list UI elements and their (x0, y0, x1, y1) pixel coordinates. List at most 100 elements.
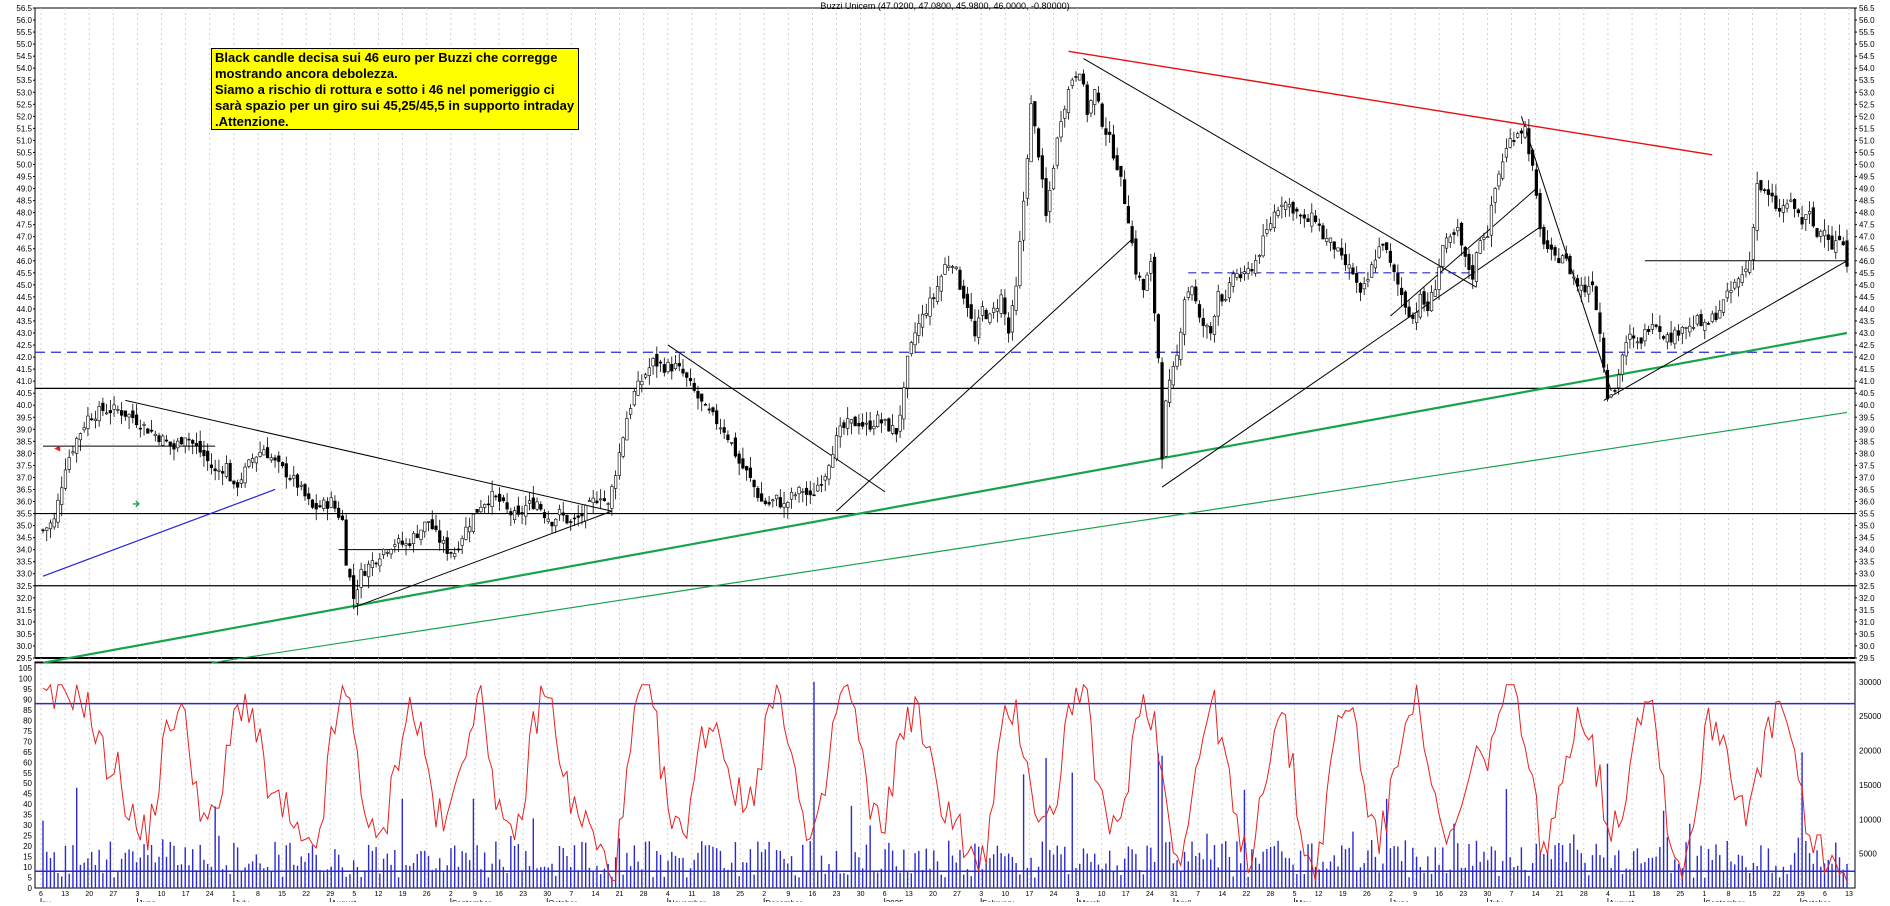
candle-body (1751, 227, 1756, 260)
candle-body (789, 491, 794, 500)
x-day-label: 18 (712, 891, 720, 898)
price-tick-right: 39.5 (1859, 413, 1875, 422)
candle-body (853, 416, 857, 427)
price-tick-left: 43.5 (16, 317, 32, 326)
osc-tick-left: 45 (23, 790, 32, 799)
candle-body (1628, 333, 1632, 340)
osc-tick-left: 85 (23, 706, 32, 715)
trendline (42, 331, 1848, 664)
candle-body (1194, 286, 1198, 302)
candle-body (1493, 188, 1497, 203)
candle-body (168, 441, 172, 447)
x-day-label: 28 (1580, 891, 1588, 898)
candle-body (1291, 201, 1295, 214)
x-day-label: 3 (979, 891, 983, 898)
x-day-label: 23 (1459, 891, 1467, 898)
candle-body (490, 490, 494, 507)
osc-tick-left: 5 (28, 874, 33, 883)
candle-body (842, 422, 846, 428)
candle-body (52, 518, 56, 528)
x-day-label: 19 (1339, 891, 1347, 898)
candle-body (539, 503, 543, 510)
candle-body (1392, 264, 1396, 273)
candle-body (1014, 285, 1018, 311)
candle-body (318, 505, 322, 508)
candle-body (1418, 293, 1422, 318)
candle-body (359, 569, 363, 588)
candle-body (696, 391, 700, 399)
price-tick-left: 31.0 (16, 618, 32, 627)
candle-body (1156, 314, 1160, 359)
price-tick-left: 54.0 (16, 64, 32, 73)
candle-body (1620, 354, 1625, 375)
candle-body (1482, 237, 1486, 240)
candle-body (535, 501, 539, 510)
candle-body (1321, 225, 1325, 240)
x-day-label: 2 (449, 891, 453, 898)
osc-tick-left: 65 (23, 748, 32, 757)
candle-body (846, 418, 850, 429)
candle-body (1152, 256, 1157, 314)
candle-body (808, 490, 812, 496)
candle-body (1186, 291, 1190, 298)
candle-body (629, 408, 633, 415)
candle-body (269, 457, 273, 461)
candle-body (831, 454, 835, 468)
candle-body (1635, 341, 1640, 344)
candle-body (819, 484, 824, 486)
price-tick-right: 36.5 (1859, 485, 1875, 494)
price-tick-right: 44.0 (1859, 305, 1875, 314)
candle-body (1497, 173, 1501, 187)
candle-body (1463, 246, 1467, 257)
candle-body (468, 526, 472, 533)
price-tick-left: 29.5 (16, 654, 32, 663)
price-tick-right: 38.0 (1859, 449, 1875, 458)
candle-body (1456, 227, 1460, 232)
x-day-label: 27 (109, 891, 117, 898)
x-day-label: 15 (1749, 891, 1757, 898)
candle-body (711, 407, 715, 413)
candle-body (1366, 279, 1370, 282)
price-tick-right: 47.5 (1859, 221, 1875, 230)
candle-body (891, 425, 895, 434)
candle-body (816, 484, 820, 492)
price-tick-left: 43.0 (16, 329, 32, 338)
candle-body (348, 568, 352, 578)
price-tick-left: 30.0 (16, 642, 32, 651)
x-day-label: 30 (543, 891, 551, 898)
candle-body (786, 502, 790, 508)
candle-body (1265, 229, 1269, 234)
candle-body (183, 437, 187, 447)
x-day-label: 24 (206, 891, 214, 898)
candle-body (977, 317, 981, 338)
candle-body (292, 475, 296, 479)
x-day-label: 24 (1146, 891, 1154, 898)
candle-body (63, 469, 68, 489)
x-day-label: 8 (256, 891, 260, 898)
candle-body (105, 412, 109, 415)
x-day-label: 23 (519, 891, 527, 898)
candle-body (1721, 299, 1726, 313)
candle-body (1527, 128, 1531, 155)
price-tick-right: 49.5 (1859, 173, 1875, 182)
x-day-label: 9 (1413, 891, 1417, 898)
candle-body (1385, 242, 1389, 250)
x-day-label: 7 (1510, 891, 1514, 898)
x-day-label: 22 (1242, 891, 1250, 898)
osc-tick-left: 90 (23, 695, 32, 704)
price-tick-left: 44.0 (16, 305, 32, 314)
price-tick-left: 47.5 (16, 221, 32, 230)
x-day-label: 21 (1556, 891, 1564, 898)
price-tick-right: 32.5 (1859, 582, 1875, 591)
candle-body (438, 530, 442, 543)
candle-body (1804, 214, 1808, 220)
volume-tick-right: 5000 (1859, 850, 1877, 859)
price-tick-left: 56.0 (16, 16, 32, 25)
price-tick-right: 37.0 (1859, 473, 1875, 482)
candle-body (992, 307, 996, 313)
candle-body (1811, 207, 1815, 227)
price-tick-left: 41.5 (16, 365, 32, 374)
x-day-label: 30 (1484, 891, 1492, 898)
price-tick-right: 53.0 (1859, 88, 1875, 97)
x-day-label: 26 (423, 891, 431, 898)
